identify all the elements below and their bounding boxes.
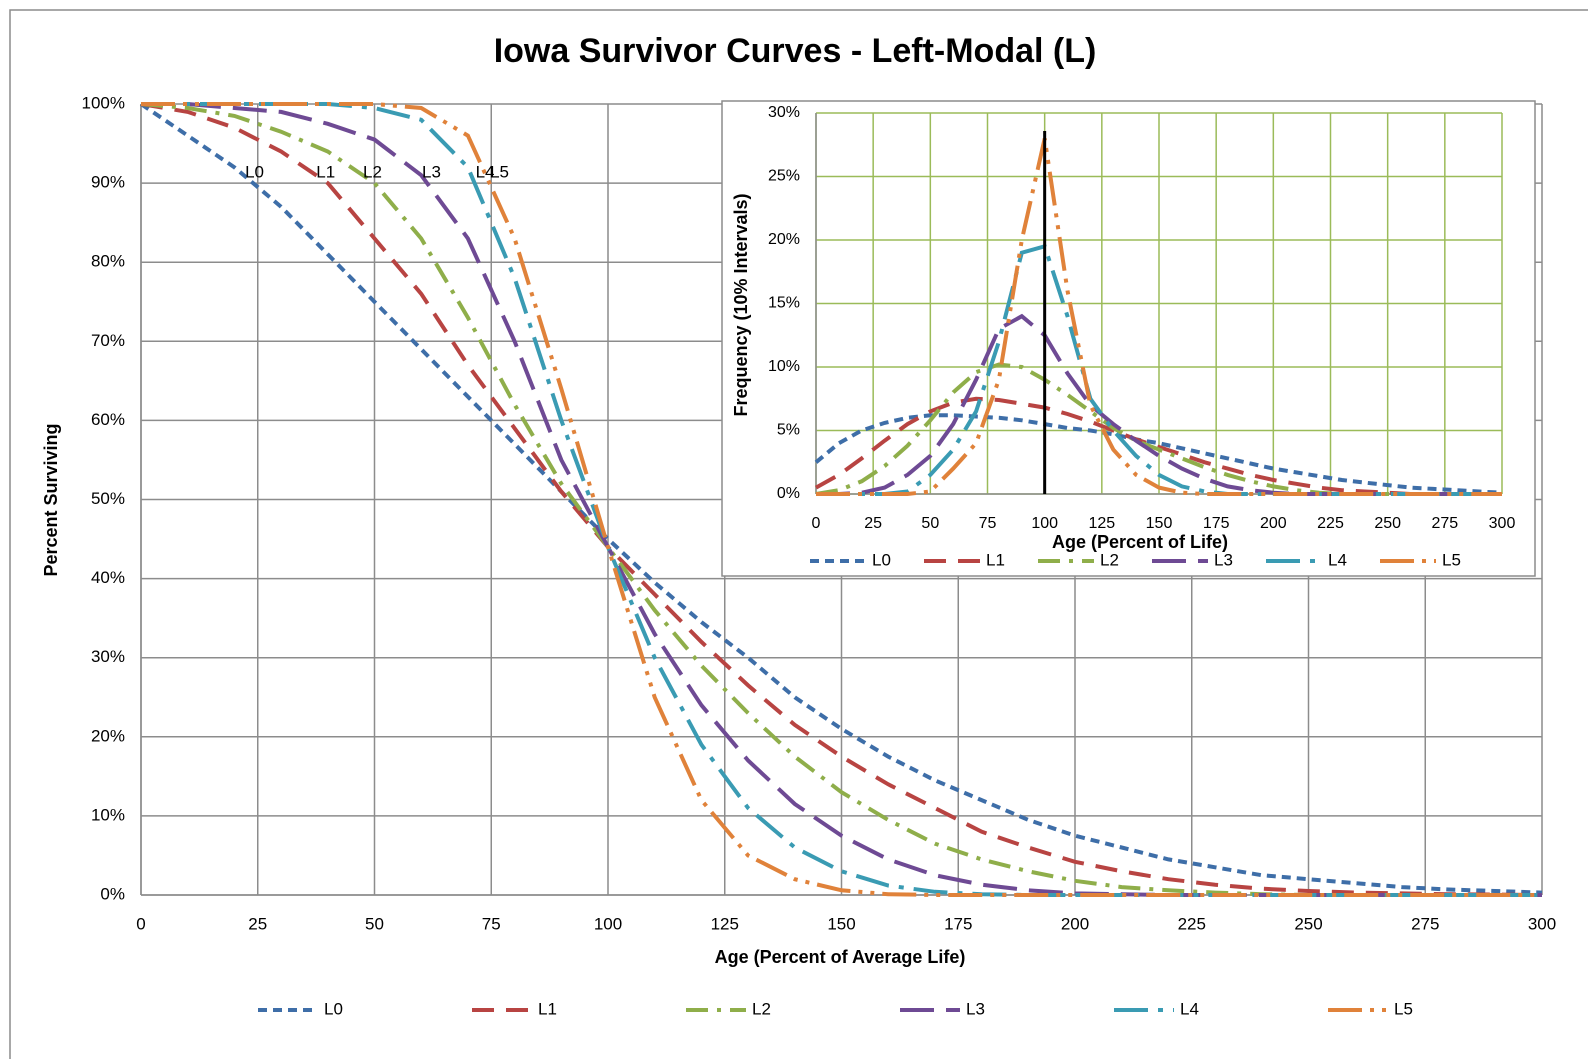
y-tick-label: 0% xyxy=(100,884,125,903)
y-tick-label: 20% xyxy=(91,726,125,745)
y-tick-label: 60% xyxy=(91,410,125,429)
y-tick-label: 5% xyxy=(777,422,800,439)
x-tick-label: 275 xyxy=(1411,914,1439,933)
x-tick-label: 75 xyxy=(979,515,997,532)
legend-label: L4 xyxy=(1328,550,1347,569)
legend-label: L2 xyxy=(752,999,771,1018)
x-tick-label: 100 xyxy=(1031,515,1058,532)
y-tick-label: 30% xyxy=(768,104,800,121)
x-tick-label: 100 xyxy=(594,914,622,933)
curve-label: L0 xyxy=(245,163,264,182)
legend-label: L1 xyxy=(986,550,1005,569)
x-tick-label: 125 xyxy=(711,914,739,933)
curve-label: L3 xyxy=(422,163,441,182)
series-line xyxy=(816,243,1502,496)
curve-label: L1 xyxy=(316,163,335,182)
y-tick-label: 80% xyxy=(91,252,125,271)
curve-label: L2 xyxy=(363,163,382,182)
x-tick-label: 150 xyxy=(827,914,855,933)
x-tick-label: 25 xyxy=(864,515,882,532)
x-axis-title: Age (Percent of Average Life) xyxy=(715,947,966,967)
x-tick-label: 175 xyxy=(1203,515,1230,532)
y-tick-label: 20% xyxy=(768,231,800,248)
series-line xyxy=(816,137,1502,496)
y-axis-title: Frequency (10% Intervals) xyxy=(731,193,751,416)
legend-label: L3 xyxy=(1214,550,1233,569)
x-tick-label: 275 xyxy=(1431,515,1458,532)
x-tick-label: 150 xyxy=(1146,515,1173,532)
legend-label: L3 xyxy=(966,999,985,1018)
x-tick-label: 75 xyxy=(482,914,501,933)
legend-label: L2 xyxy=(1100,550,1119,569)
y-tick-label: 15% xyxy=(768,295,800,312)
y-tick-label: 10% xyxy=(91,805,125,824)
y-tick-label: 0% xyxy=(777,485,800,502)
x-tick-label: 300 xyxy=(1489,515,1516,532)
legend-label: L5 xyxy=(1394,999,1413,1018)
legend-label: L4 xyxy=(1180,999,1199,1018)
x-tick-label: 250 xyxy=(1294,914,1322,933)
series-line xyxy=(141,102,1542,897)
x-tick-label: 225 xyxy=(1317,515,1344,532)
chart-title: Iowa Survivor Curves - Left-Modal (L) xyxy=(494,32,1097,70)
x-tick-label: 25 xyxy=(248,914,267,933)
x-tick-label: 200 xyxy=(1061,914,1089,933)
x-tick-label: 300 xyxy=(1528,914,1556,933)
series-line xyxy=(815,396,1502,496)
y-tick-label: 30% xyxy=(91,647,125,666)
legend-label: L1 xyxy=(538,999,557,1018)
x-tick-label: 225 xyxy=(1178,914,1206,933)
series-line xyxy=(139,102,1543,895)
y-tick-label: 25% xyxy=(768,168,800,185)
series-line xyxy=(814,413,1503,495)
x-tick-label: 200 xyxy=(1260,515,1287,532)
x-tick-label: 175 xyxy=(944,914,972,933)
inset-panel xyxy=(721,100,1536,577)
y-tick-label: 90% xyxy=(91,173,125,192)
curve-label: L5 xyxy=(490,163,509,182)
series-line xyxy=(816,313,1502,496)
x-tick-label: 50 xyxy=(365,914,384,933)
y-tick-label: 50% xyxy=(91,489,125,508)
x-tick-label: 50 xyxy=(921,515,939,532)
legend-label: L0 xyxy=(872,550,891,569)
x-tick-label: 0 xyxy=(136,914,145,933)
y-axis-title: Percent Surviving xyxy=(41,423,61,576)
x-tick-label: 250 xyxy=(1374,515,1401,532)
series-line xyxy=(815,362,1502,496)
y-tick-label: 100% xyxy=(82,93,125,112)
series-line xyxy=(140,102,1543,897)
curve-label: L4 xyxy=(476,163,495,182)
x-tick-label: 0 xyxy=(812,515,821,532)
y-tick-label: 10% xyxy=(768,358,800,375)
x-tick-label: 125 xyxy=(1088,515,1115,532)
y-tick-label: 70% xyxy=(91,331,125,350)
y-tick-label: 40% xyxy=(91,568,125,587)
legend-label: L5 xyxy=(1442,550,1461,569)
x-axis-title: Age (Percent of Life) xyxy=(1052,532,1228,552)
legend-label: L0 xyxy=(324,999,343,1018)
